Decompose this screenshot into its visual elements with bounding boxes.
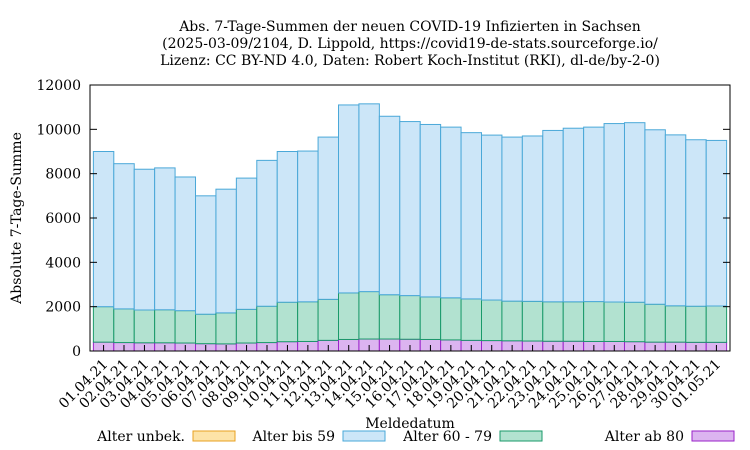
bar-05.04.21-series-3 [174, 176, 197, 312]
y-tick-label: 6000 [45, 211, 81, 227]
y-axis: 0 2000 4000 6000 8000 10000 12000 [36, 78, 730, 360]
bar-30.04.21-series-2 [685, 305, 707, 343]
legend-swatch [499, 430, 543, 442]
bar-07.04.21-series-3 [215, 188, 237, 314]
bar-10.04.21-series-3 [276, 151, 299, 303]
y-tick-label: 0 [72, 344, 81, 360]
bar-19.04.21-series-2 [460, 298, 483, 341]
y-tick-label: 12000 [36, 78, 81, 94]
y-tick-label: 4000 [45, 255, 81, 271]
bar-20.04.21-series-2 [481, 299, 503, 342]
bar-03.04.21-series-3 [133, 168, 156, 311]
legend-swatch [691, 430, 735, 442]
bar-12.04.21-series-2 [317, 298, 340, 341]
bar-18.04.21-series-3 [440, 126, 462, 299]
bar-20.04.21-series-3 [481, 134, 503, 301]
title-line-1: Abs. 7-Tage-Summen der neuen COVID-19 In… [178, 19, 641, 35]
bar-06.04.21-series-3 [195, 195, 217, 315]
bar-30.04.21-series-3 [685, 139, 707, 307]
x-axis: 01.04.2102.04.2103.04.2104.04.2105.04.21… [56, 345, 724, 412]
y-tick-label: 2000 [45, 300, 81, 316]
bar-07.04.21-series-2 [215, 312, 237, 345]
bar-15.04.21-series-3 [378, 115, 401, 296]
bar-02.04.21-series-2 [113, 308, 135, 344]
bar-14.04.21-series-2 [358, 291, 380, 340]
y-axis-label: Absolute 7-Tage-Summe [9, 132, 25, 305]
legend-label: Alter bis 59 [251, 429, 335, 445]
bar-24.04.21-series-3 [562, 127, 585, 303]
bar-27.04.21-series-3 [623, 122, 646, 303]
title-line-3: Lizenz: CC BY-ND 4.0, Daten: Robert Koch… [160, 53, 660, 69]
plot-frame [89, 84, 731, 352]
legend: Alter unbek. Alter bis 59 Alter 60 - 79 Alt… [96, 429, 735, 445]
bar-27.04.21-series-2 [623, 301, 646, 343]
bar-10.04.21-series-2 [276, 301, 299, 343]
bar-28.04.21-series-3 [644, 129, 666, 305]
bar-29.04.21-series-2 [664, 305, 687, 343]
bar-01.05.21-series-3 [705, 139, 728, 307]
bar-11.04.21-series-3 [297, 150, 319, 303]
bar-03.04.21-series-2 [133, 309, 156, 344]
bar-01.04.21-series-2 [92, 306, 115, 343]
bar-29.04.21-series-3 [664, 134, 687, 307]
bar-19.04.21-series-3 [460, 132, 483, 300]
bar-12.04.21-series-3 [317, 136, 340, 300]
bar-26.04.21-series-2 [603, 301, 625, 342]
bar-06.04.21-series-2 [195, 313, 217, 345]
bar-23.04.21-series-2 [542, 301, 564, 342]
y-tick-label: 8000 [45, 167, 81, 183]
bar-01.04.21-series-3 [92, 151, 115, 308]
legend-label: Alter 60 - 79 [402, 429, 492, 445]
bar-17.04.21-series-2 [419, 296, 442, 340]
bar-28.04.21-series-2 [644, 303, 666, 343]
bar-09.04.21-series-3 [256, 159, 278, 307]
x-axis-label: Meldedatum [365, 416, 455, 432]
bar-24.04.21-series-2 [562, 301, 585, 342]
legend-label: Alter ab 80 [604, 429, 684, 445]
bar-18.04.21-series-2 [440, 297, 462, 341]
bar-16.04.21-series-2 [399, 295, 421, 340]
bar-15.04.21-series-2 [378, 294, 401, 340]
y-tick-label: 10000 [36, 122, 81, 138]
legend-label: Alter unbek. [96, 429, 185, 445]
bar-01.05.21-series-2 [705, 305, 728, 343]
legend-swatch [342, 430, 386, 442]
bar-04.04.21-series-3 [154, 167, 176, 311]
bar-25.04.21-series-2 [583, 301, 605, 342]
bar-13.04.21-series-3 [338, 104, 360, 294]
bar-08.04.21-series-2 [235, 308, 258, 344]
legend-swatch [192, 430, 236, 442]
bar-25.04.21-series-3 [583, 126, 605, 303]
bar-05.04.21-series-2 [174, 310, 197, 344]
bar-11.04.21-series-2 [297, 301, 319, 342]
bar-23.04.21-series-3 [542, 129, 564, 303]
bar-13.04.21-series-2 [338, 292, 360, 340]
bar-21.04.21-series-2 [501, 300, 523, 342]
bar-21.04.21-series-3 [501, 136, 523, 302]
bar-22.04.21-series-2 [521, 300, 544, 342]
bar-16.04.21-series-3 [399, 121, 421, 297]
title-line-2: (2025-03-09/2104, D. Lippold, https://co… [162, 36, 658, 52]
bar-02.04.21-series-3 [113, 163, 135, 310]
bar-17.04.21-series-3 [419, 123, 442, 298]
bar-14.04.21-series-3 [358, 103, 380, 293]
bar-09.04.21-series-2 [256, 305, 278, 344]
bar-22.04.21-series-3 [521, 135, 544, 302]
bar-08.04.21-series-3 [235, 177, 258, 310]
bars-group [92, 103, 728, 352]
chart-title: Abs. 7-Tage-Summen der neuen COVID-19 In… [160, 19, 660, 69]
bar-04.04.21-series-2 [154, 309, 176, 344]
bar-26.04.21-series-3 [603, 123, 625, 303]
